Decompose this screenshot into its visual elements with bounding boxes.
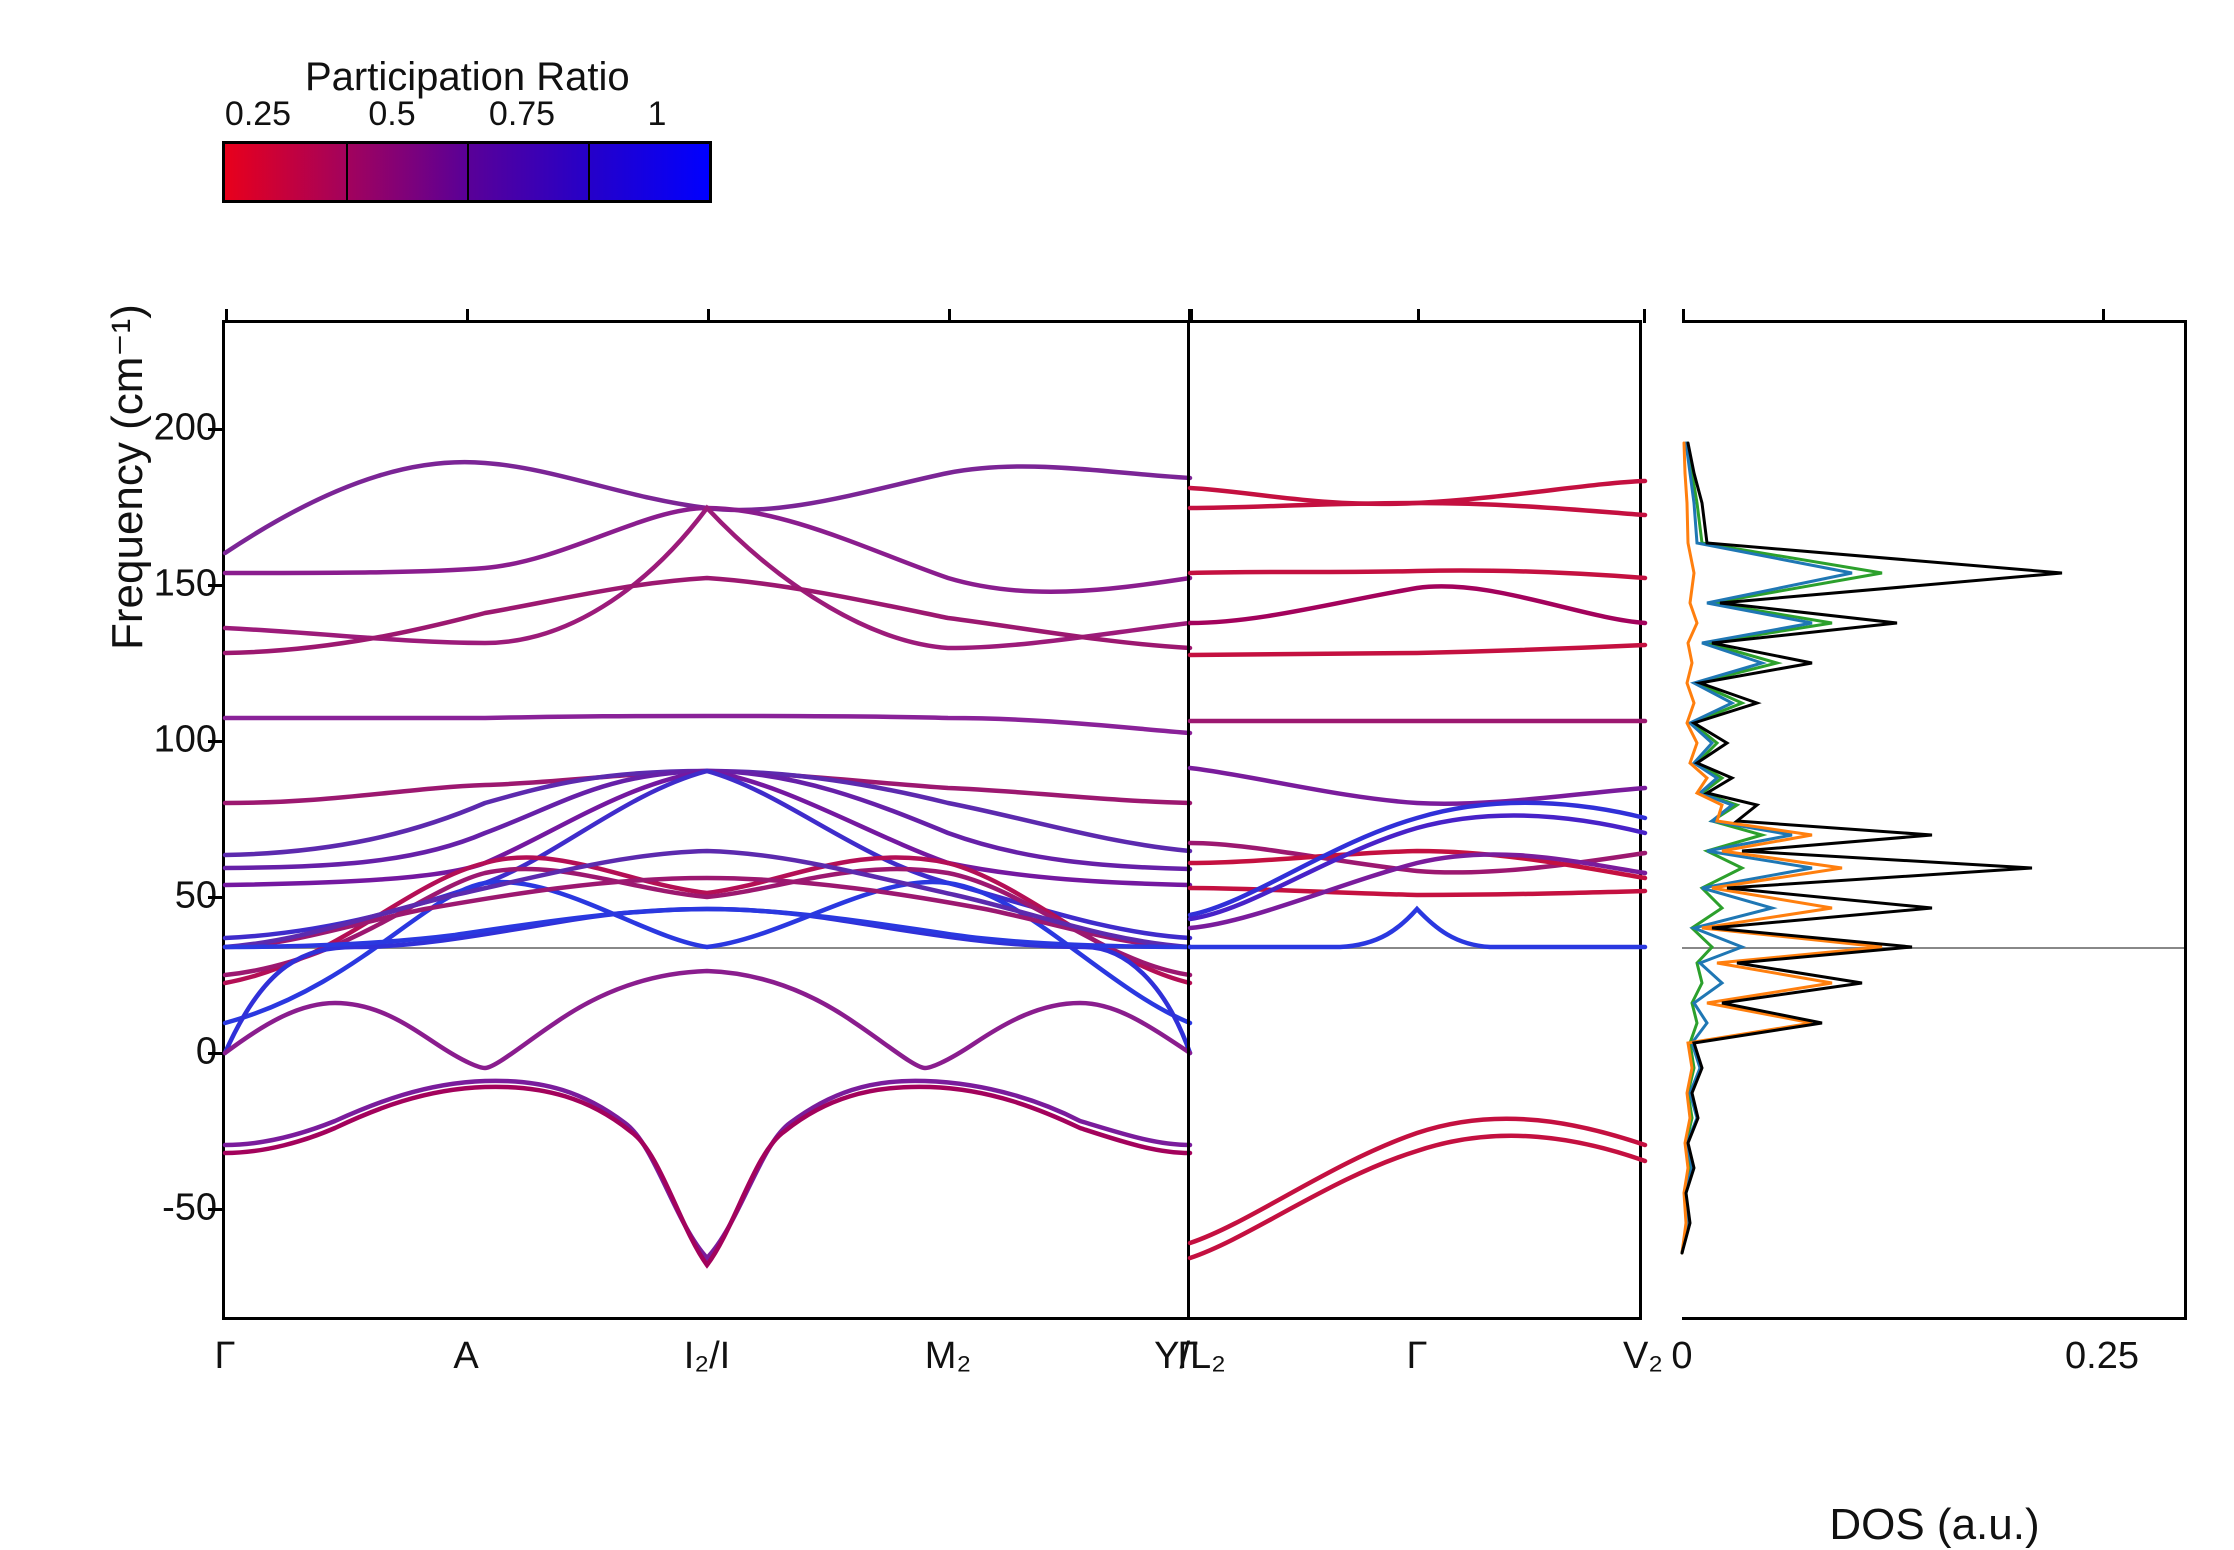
ytick-0: 0 (142, 1031, 217, 1074)
colorbar-tick-2: 0.75 (489, 95, 555, 134)
dos-xtick-1: 0.25 (2065, 1335, 2139, 1378)
ytick-50: 50 (142, 875, 217, 918)
band-panel-right[interactable]: Y/L₂ Γ V₂ (1187, 320, 1642, 1320)
ytick-100: 100 (142, 719, 217, 762)
dos-axis-title: DOS (a.u.) (1682, 1500, 2187, 1550)
colorbar-tick-0: 0.25 (225, 95, 291, 134)
dos-panel[interactable]: Total Ho Ag Se 0 0.25 (1682, 320, 2187, 1320)
ytick-150: 150 (142, 563, 217, 606)
xtick-right-0[interactable]: Y/L₂ (1154, 1335, 1226, 1378)
xtick-left-1[interactable]: A (453, 1335, 478, 1378)
ytick-200: 200 (142, 407, 217, 450)
ytick-neg50: -50 (142, 1187, 217, 1230)
xtick-left-3[interactable]: M₂ (925, 1335, 971, 1378)
colorbar-tick-1: 0.5 (368, 95, 415, 134)
colorbar-gradient[interactable] (222, 141, 712, 203)
colorbar-title: Participation Ratio (305, 55, 630, 100)
xtick-right-1[interactable]: Γ (1407, 1335, 1428, 1378)
xtick-left-2[interactable]: I₂/I (684, 1335, 730, 1378)
colorbar-ticklabels: 0.25 0.5 0.75 1 (222, 95, 712, 135)
xtick-left-0[interactable]: Γ (215, 1335, 236, 1378)
colorbar-group: 0.25 0.5 0.75 1 (222, 95, 712, 203)
main-plot-area: Frequency (cm⁻¹) 200 150 100 50 0 -50 (222, 320, 2187, 1320)
band-panel-left[interactable]: Γ A I₂/I M₂ Γ (222, 320, 1187, 1320)
xtick-right-2[interactable]: V₂ (1623, 1335, 1663, 1378)
dos-xtick-0: 0 (1671, 1335, 1692, 1378)
colorbar-tick-3: 1 (648, 95, 667, 134)
